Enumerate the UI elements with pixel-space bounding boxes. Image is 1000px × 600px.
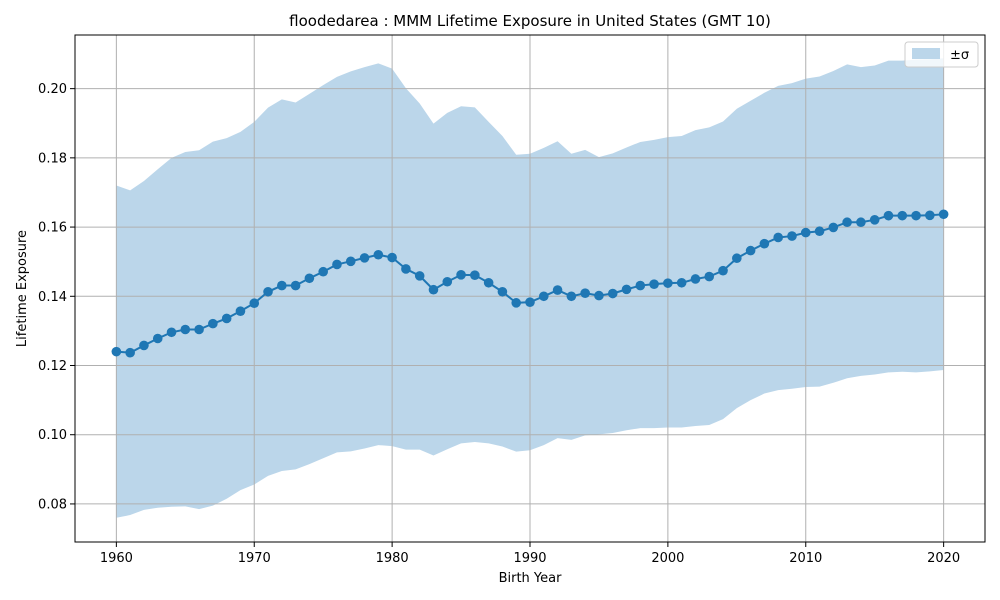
data-point	[180, 324, 191, 335]
data-point	[194, 324, 204, 335]
data-point	[897, 210, 908, 221]
data-point	[152, 333, 163, 344]
data-point	[828, 222, 839, 233]
data-point	[139, 340, 149, 351]
data-point	[414, 271, 425, 281]
data-point	[704, 271, 715, 282]
data-point	[911, 210, 921, 221]
data-point	[345, 256, 356, 267]
data-point	[166, 327, 177, 338]
y-tick-label: 0.08	[38, 497, 67, 512]
data-point	[456, 270, 466, 280]
y-tick-label: 0.10	[38, 428, 67, 443]
data-point	[538, 291, 549, 302]
data-point	[938, 209, 949, 220]
data-point	[277, 280, 287, 291]
data-point	[663, 278, 673, 288]
data-point	[773, 232, 783, 243]
data-point	[635, 280, 646, 291]
x-tick-label: 1980	[376, 551, 409, 566]
data-point	[304, 273, 315, 284]
legend: ±σ	[904, 41, 979, 68]
x-axis-title: Birth Year	[499, 571, 563, 586]
data-point	[566, 291, 577, 302]
y-axis-title: Lifetime Exposure	[15, 230, 30, 347]
data-point	[208, 318, 218, 329]
data-point	[745, 245, 756, 256]
legend-label-band: ±σ	[950, 48, 969, 63]
x-tick-label: 2000	[651, 551, 684, 566]
data-point	[718, 265, 728, 276]
data-point	[869, 215, 880, 225]
data-point	[497, 286, 508, 297]
y-tick-label: 0.12	[38, 359, 67, 374]
x-tick-label: 1970	[238, 551, 271, 566]
data-point	[800, 227, 811, 238]
data-point	[387, 252, 397, 263]
data-point	[249, 298, 260, 309]
data-point	[856, 217, 866, 228]
ticks-layer: 1960 1970 1980 1990 2000 2010 2020 0.08 0.10 0.12…	[38, 82, 960, 566]
y-tick-label: 0.16	[38, 221, 67, 236]
data-point	[359, 253, 370, 263]
y-tick-label: 0.18	[38, 151, 67, 166]
data-point	[401, 264, 411, 274]
data-point	[525, 297, 535, 307]
y-tick-label: 0.20	[38, 82, 67, 97]
legend-swatch-band	[912, 48, 940, 59]
data-point	[814, 226, 825, 237]
x-tick-label: 2020	[927, 551, 960, 566]
data-point	[125, 347, 135, 358]
data-point	[483, 277, 494, 288]
data-point	[649, 279, 659, 289]
data-point	[676, 277, 687, 288]
data-point	[511, 298, 522, 308]
data-point	[111, 346, 122, 357]
data-point	[221, 313, 232, 324]
data-point	[759, 238, 770, 249]
data-point	[428, 284, 439, 295]
series-layer	[111, 209, 949, 358]
data-point	[373, 249, 384, 260]
chart-title: floodedarea : MMM Lifetime Exposure in U…	[289, 12, 771, 30]
x-tick-label: 1960	[100, 551, 133, 566]
data-point	[594, 290, 604, 301]
data-point	[883, 210, 894, 221]
data-point	[842, 217, 852, 228]
data-point	[290, 280, 301, 291]
data-point	[263, 286, 273, 297]
data-point	[732, 253, 742, 264]
data-point	[470, 270, 480, 280]
data-point	[552, 285, 563, 295]
data-point	[607, 288, 618, 299]
y-tick-label: 0.14	[38, 290, 67, 305]
data-point	[787, 231, 797, 241]
x-tick-label: 1990	[513, 551, 546, 566]
data-point	[318, 266, 328, 277]
data-point	[332, 259, 342, 270]
data-point	[235, 306, 246, 316]
data-point	[621, 284, 632, 295]
data-point	[442, 276, 453, 287]
data-point	[925, 210, 935, 221]
data-point	[580, 288, 590, 298]
data-point	[690, 274, 701, 284]
x-tick-label: 2010	[789, 551, 822, 566]
